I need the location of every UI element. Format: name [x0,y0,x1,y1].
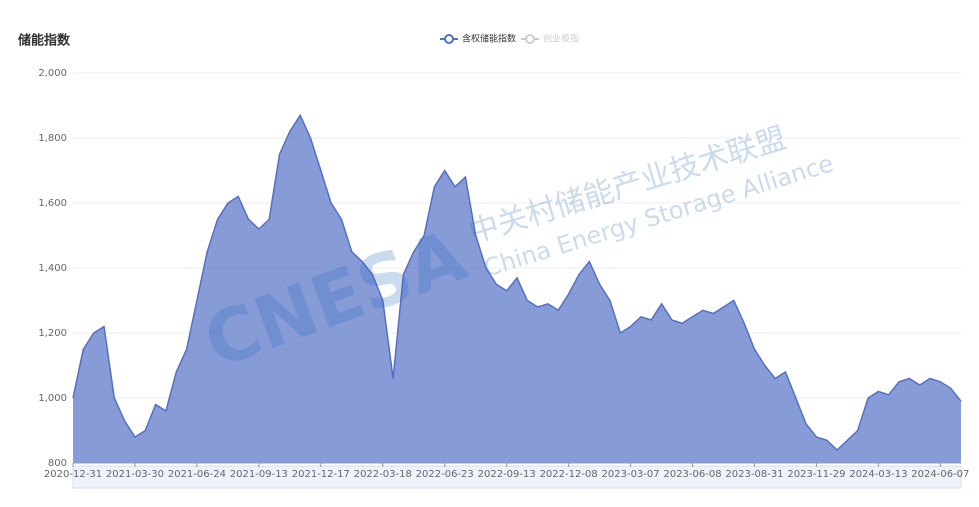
legend-marker [444,34,454,44]
line [72,113,962,452]
y-tick-label: 2,000 [38,68,67,79]
x-tick-label: 2023-08-31 [725,469,783,480]
x-tick-label: 2023-11-29 [787,469,845,480]
x-tick-label: 2022-06-23 [416,469,474,480]
y-tick-label: 1,600 [38,198,67,209]
x-tick-label: 2021-12-17 [292,469,350,480]
x-tick-label: 2024-03-13 [849,469,907,480]
x-tick-label: 2021-03-30 [106,469,164,480]
x-tick-label: 2023-06-08 [663,469,721,480]
y-tick-label: 1,400 [38,263,67,274]
y-tick-label: 1,200 [38,328,67,339]
x-tick-label: 2022-09-13 [478,469,536,480]
area [73,115,961,464]
data-zoom[interactable] [72,465,962,489]
legend-marker [525,34,535,44]
x-tick-label: 2023-03-07 [602,469,660,480]
legend-label[interactable]: 创业板指 [543,33,579,45]
legend-label[interactable]: 含权储能指数 [462,33,516,45]
x-tick-label: 2022-03-18 [354,469,412,480]
y-tick-label: 1,800 [38,133,67,144]
chart-title: 储能指数 [17,33,71,49]
x-tick-label: 2020-12-31 [44,469,102,480]
x-tick-label: 2021-06-24 [168,469,226,480]
y-tick-label: 800 [48,458,67,469]
x-tick-label: 2021-09-13 [230,469,288,480]
x-tick-label: 2024-06-07 [911,469,969,480]
x-tick-label: 2022-12-08 [540,469,598,480]
y-tick-label: 1,000 [38,393,67,404]
